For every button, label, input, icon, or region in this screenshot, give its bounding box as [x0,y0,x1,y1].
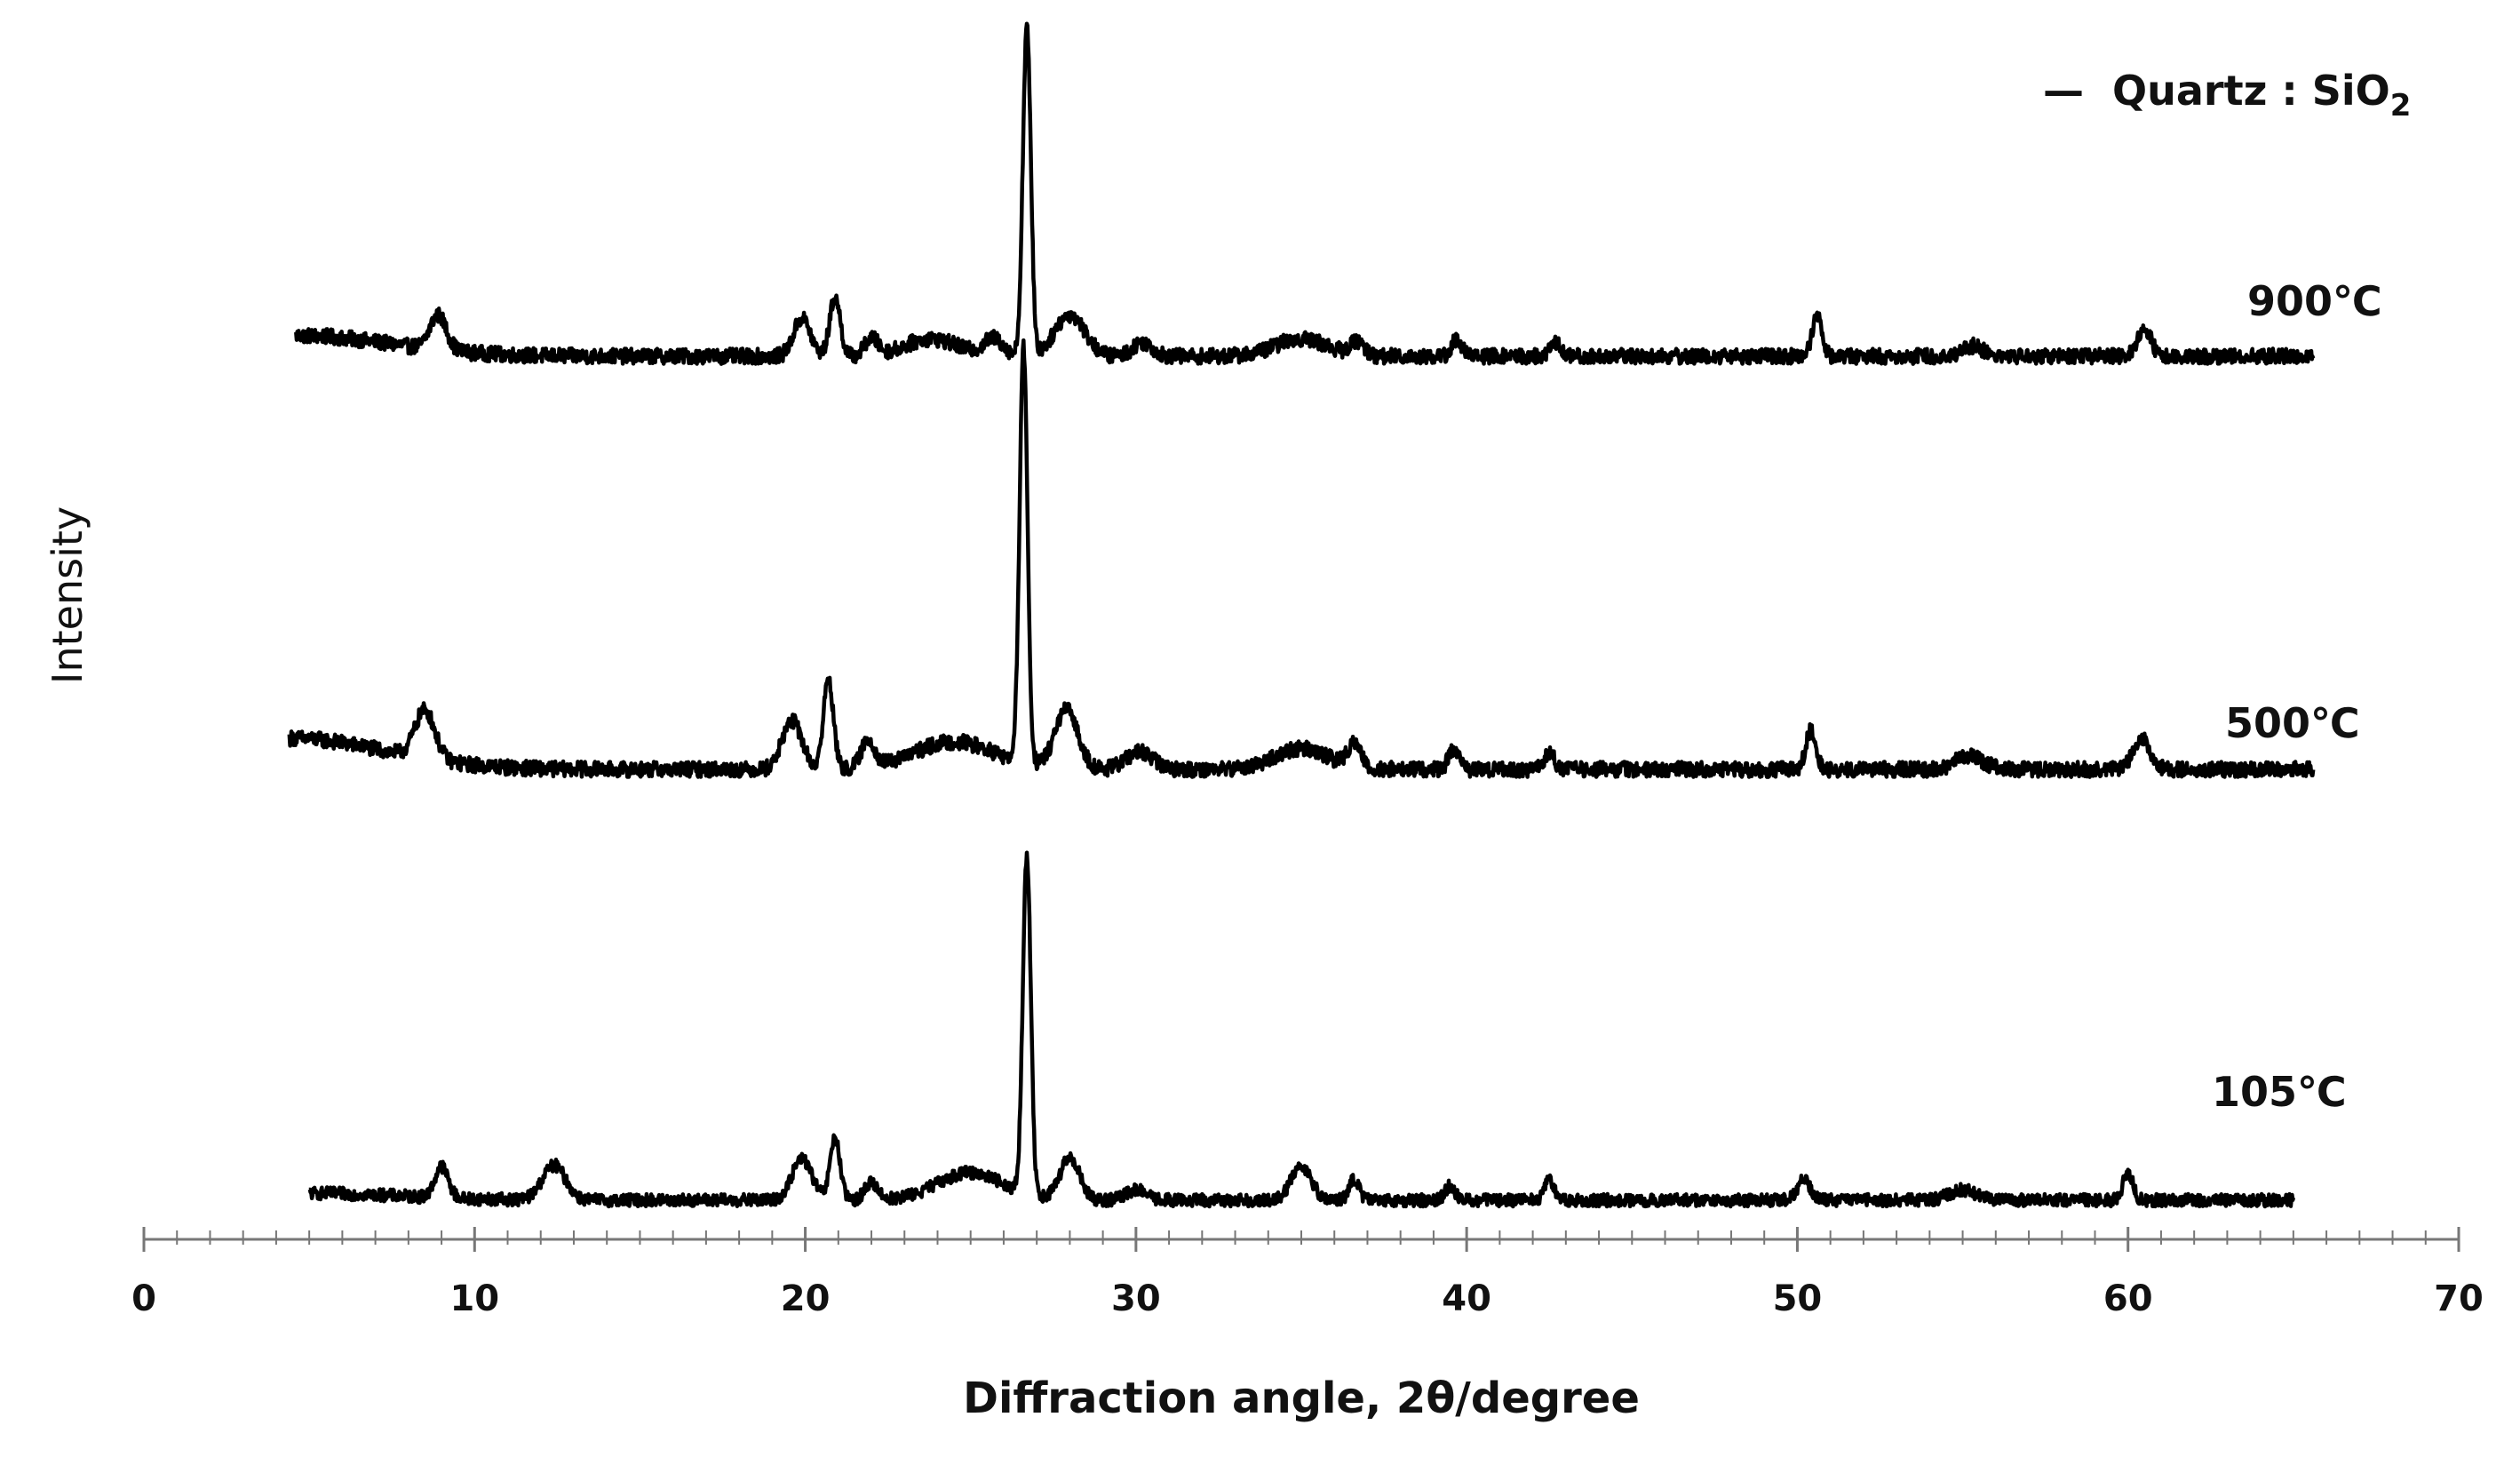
x-ticks: 0 10 20 30 40 50 60 70 [131,1227,2484,1319]
legend-label: Quartz : SiO2 [2112,67,2411,123]
y-axis-title: Intensity [44,506,91,684]
series-labels: 900℃ 500℃ 105℃ [2212,277,2382,1116]
legend: — Quartz : SiO2 [2043,67,2411,123]
x-tick-label: 50 [1773,1278,1823,1319]
legend-label-subscript: 2 [2390,88,2412,123]
x-tick-label: 70 [2434,1278,2484,1319]
series-line-3 [307,850,2296,1209]
series-label-2: 500℃ [2225,699,2360,747]
x-axis: 0 10 20 30 40 50 60 70 [131,1227,2484,1319]
x-tick-label: 40 [1442,1278,1491,1319]
x-tick-label: 10 [449,1278,499,1319]
series-line-2 [287,338,2316,779]
x-tick-label: 60 [2103,1278,2153,1319]
series-layer [287,21,2316,1209]
x-tick-label: 20 [781,1278,831,1319]
legend-marker: — [2043,67,2084,115]
x-tick-label: 30 [1111,1278,1161,1319]
legend-label-main: Quartz : SiO [2112,67,2390,115]
series-label-3: 105℃ [2212,1068,2347,1116]
x-axis-title: Diffraction angle, 2θ/degree [963,1373,1640,1423]
series-label-1: 900℃ [2247,277,2382,325]
x-tick-label: 0 [131,1278,156,1319]
series-line-1 [294,21,2316,366]
